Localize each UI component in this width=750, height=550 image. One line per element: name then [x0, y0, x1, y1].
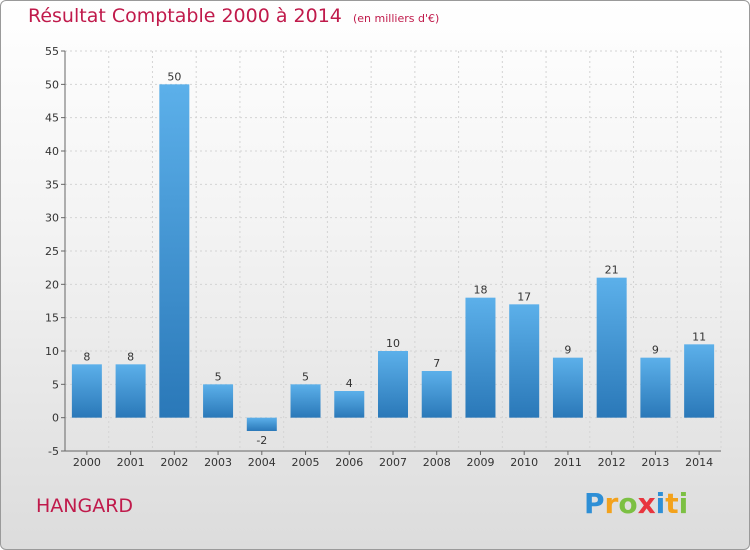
logo-letter: x: [637, 487, 656, 520]
logo-letter: i: [655, 487, 666, 520]
x-tick-label: 2000: [73, 456, 101, 469]
chart-title: Résultat Comptable 2000 à 2014: [28, 5, 342, 27]
bar: [552, 357, 583, 418]
x-tick-label: 2009: [466, 456, 494, 469]
data-label: 18: [473, 284, 487, 297]
y-tick-label: 0: [52, 412, 59, 425]
labels: -505101520253035404550558200082001502002…: [45, 45, 713, 469]
bar: [421, 371, 452, 418]
axes: [61, 50, 721, 455]
data-label: -2: [256, 434, 267, 447]
bar: [71, 364, 102, 418]
data-label: 11: [692, 330, 706, 343]
title-row: Résultat Comptable 2000 à 2014 (en milli…: [28, 5, 439, 27]
bar: [159, 84, 190, 418]
data-label: 4: [346, 377, 353, 390]
x-tick-label: 2004: [248, 456, 276, 469]
data-label: 7: [433, 357, 440, 370]
x-tick-label: 2002: [160, 456, 188, 469]
y-tick-label: 40: [45, 145, 59, 158]
y-tick-label: -5: [48, 445, 59, 458]
logo-letter: r: [604, 487, 619, 520]
y-tick-label: 20: [45, 278, 59, 291]
bar: [465, 297, 496, 418]
y-tick-label: 25: [45, 245, 59, 258]
data-label: 5: [302, 370, 309, 383]
x-tick-label: 2011: [554, 456, 582, 469]
logo-letter: t: [665, 487, 679, 520]
y-tick-label: 10: [45, 345, 59, 358]
x-tick-label: 2003: [204, 456, 232, 469]
y-tick-label: 30: [45, 212, 59, 225]
x-tick-label: 2001: [117, 456, 145, 469]
town-name: HANGARD: [36, 495, 134, 517]
bar: [203, 384, 234, 418]
y-tick-label: 45: [45, 112, 59, 125]
data-label: 8: [83, 350, 90, 363]
bar: [290, 384, 321, 418]
bar: [684, 344, 715, 418]
y-tick-label: 5: [52, 378, 59, 391]
data-label: 17: [517, 290, 531, 303]
bars: [71, 84, 715, 431]
x-tick-label: 2008: [423, 456, 451, 469]
y-tick-label: 35: [45, 178, 59, 191]
bar: [246, 417, 277, 431]
x-tick-label: 2012: [598, 456, 626, 469]
x-tick-label: 2006: [335, 456, 363, 469]
bar: [509, 304, 540, 418]
x-tick-label: 2010: [510, 456, 538, 469]
data-label: 9: [564, 344, 571, 357]
bar: [115, 364, 146, 418]
logo-letter: P: [584, 487, 605, 520]
data-label: 10: [386, 337, 400, 350]
bar: [378, 351, 408, 418]
data-label: 21: [605, 264, 619, 277]
data-label: 8: [127, 350, 134, 363]
y-tick-label: 55: [45, 45, 59, 58]
data-label: 50: [167, 70, 181, 83]
bar: [596, 277, 627, 418]
logo-letter: o: [618, 487, 638, 520]
x-tick-label: 2013: [641, 456, 669, 469]
bar: [640, 357, 671, 418]
logo-letter: i: [678, 487, 689, 520]
y-tick-label: 50: [45, 78, 59, 91]
data-label: 9: [652, 344, 659, 357]
x-tick-label: 2007: [379, 456, 407, 469]
data-label: 5: [215, 370, 222, 383]
x-tick-label: 2014: [685, 456, 713, 469]
y-tick-label: 15: [45, 312, 59, 325]
x-tick-label: 2005: [292, 456, 320, 469]
bar: [334, 391, 365, 418]
proxiti-logo: Proxiti: [584, 487, 688, 520]
chart-unit: (en milliers d'€): [352, 12, 440, 25]
